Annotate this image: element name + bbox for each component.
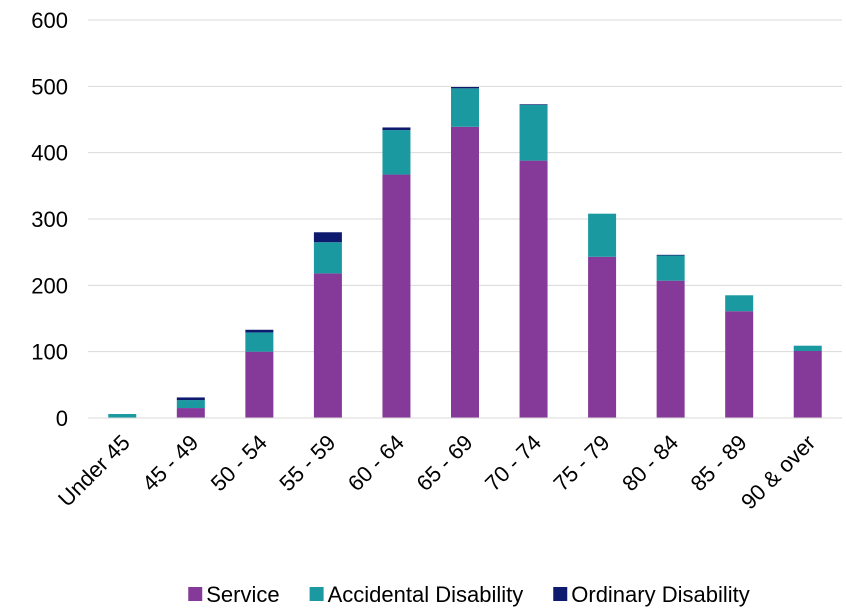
bar-service-65-69: [451, 126, 479, 419]
y-tick-label-400: 400: [31, 141, 68, 166]
y-tick-label-100: 100: [31, 340, 68, 365]
bar-ordinary-disability-50-54: [245, 329, 274, 333]
bar-ordinary-disability-80-84: [656, 254, 685, 256]
x-tick-label-65-69: 65 - 69: [411, 430, 477, 496]
x-axis-tick-labels: Under 45 45 - 49 50 - 54 55 - 59 60 - 64 65 -…: [53, 430, 820, 514]
x-tick-label-60-64: 60 - 64: [343, 430, 409, 496]
y-tick-label-200: 200: [31, 273, 68, 298]
bar-accidental-disability-75-79: [588, 213, 617, 257]
bar-ordinary-disability-45-49: [176, 397, 205, 401]
x-tick-label-50-54: 50 - 54: [206, 430, 272, 496]
y-tick-label-600: 600: [31, 8, 68, 33]
bar-accidental-disability-60-64: [382, 130, 411, 175]
x-tick-label-70-74: 70 - 74: [480, 430, 546, 496]
x-tick-label-90-and-over: 90 & over: [736, 430, 820, 514]
bar-service-85-89: [725, 311, 754, 418]
legend-label-service: Service: [206, 582, 279, 607]
legend-label-accidental-disability: Accidental Disability: [328, 582, 524, 607]
x-tick-label-45-49: 45 - 49: [137, 430, 203, 496]
bar-ordinary-disability-65-69: [451, 86, 479, 89]
bar-service-45-49: [176, 408, 205, 418]
bar-accidental-disability-70-74: [519, 104, 548, 161]
y-axis-tick-labels: 0 100 200 300 400 500 600: [31, 8, 68, 431]
y-tick-label-300: 300: [31, 207, 68, 232]
legend: Service Accidental Disability Ordinary Dis…: [188, 582, 750, 607]
bar-accidental-disability-80-84: [656, 255, 685, 281]
bar-service-75-79: [588, 256, 617, 418]
bar-accidental-disability-under-45: [108, 414, 137, 418]
bar-accidental-disability-90-and-over: [793, 345, 822, 352]
bar-ordinary-disability-60-64: [382, 127, 411, 131]
x-tick-label-under-45: Under 45: [53, 430, 135, 512]
x-tick-label-80-84: 80 - 84: [617, 430, 683, 496]
bar-accidental-disability-50-54: [245, 332, 274, 352]
bar-service-80-84: [656, 280, 685, 418]
bars: [108, 86, 822, 419]
bar-service-50-54: [245, 351, 274, 418]
x-tick-label-55-59: 55 - 59: [274, 430, 340, 496]
bar-service-60-64: [382, 174, 411, 418]
bar-service-70-74: [519, 160, 548, 419]
bar-service-90-and-over: [793, 351, 822, 418]
legend-label-ordinary-disability: Ordinary Disability: [571, 582, 750, 607]
x-tick-label-75-79: 75 - 79: [549, 430, 615, 496]
x-tick-label-85-89: 85 - 89: [686, 430, 752, 496]
bar-accidental-disability-45-49: [176, 400, 205, 409]
bar-service-55-59: [313, 273, 342, 418]
y-tick-label-0: 0: [56, 406, 68, 431]
y-tick-label-500: 500: [31, 74, 68, 99]
bar-accidental-disability-55-59: [313, 242, 342, 274]
bar-accidental-disability-85-89: [725, 295, 754, 312]
bar-ordinary-disability-55-59: [313, 232, 342, 243]
bar-accidental-disability-65-69: [451, 88, 479, 127]
legend-swatch-service: [188, 587, 203, 601]
legend-swatch-ordinary-disability: [553, 587, 568, 601]
bar-ordinary-disability-70-74: [519, 104, 548, 105]
legend-swatch-accidental-disability: [309, 587, 324, 601]
